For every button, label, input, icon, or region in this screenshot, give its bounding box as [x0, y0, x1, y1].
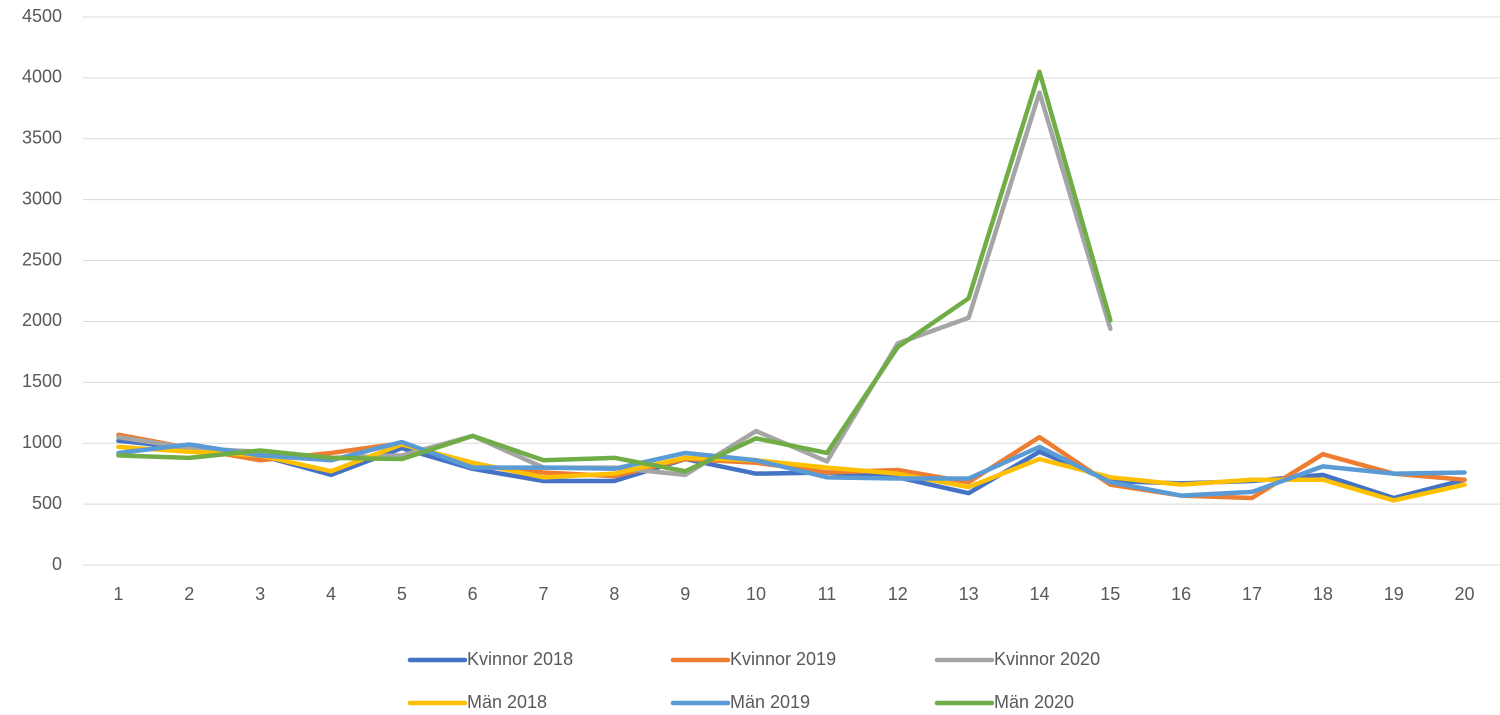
- legend-label: Kvinnor 2018: [467, 649, 573, 669]
- legend-label: Män 2020: [994, 692, 1074, 712]
- legend-label: Män 2019: [730, 692, 810, 712]
- y-tick-label: 1000: [22, 432, 62, 452]
- x-tick-label: 5: [397, 584, 407, 604]
- y-tick-label: 2000: [22, 310, 62, 330]
- x-tick-label: 7: [539, 584, 549, 604]
- legend-label: Kvinnor 2020: [994, 649, 1100, 669]
- x-tick-label: 6: [468, 584, 478, 604]
- y-tick-label: 4000: [22, 67, 62, 87]
- x-tick-label: 2: [184, 584, 194, 604]
- x-tick-label: 20: [1455, 584, 1475, 604]
- x-tick-label: 19: [1384, 584, 1404, 604]
- y-tick-label: 3500: [22, 128, 62, 148]
- y-tick-label: 3000: [22, 188, 62, 208]
- x-tick-label: 13: [959, 584, 979, 604]
- x-tick-label: 10: [746, 584, 766, 604]
- y-tick-label: 2500: [22, 249, 62, 269]
- series-line: [116, 90, 1113, 478]
- x-tick-label: 17: [1242, 584, 1262, 604]
- y-tick-label: 4500: [22, 6, 62, 26]
- x-tick-label: 3: [255, 584, 265, 604]
- y-tick-label: 1500: [22, 371, 62, 391]
- series-line: [116, 442, 1467, 503]
- series-line: [116, 69, 1113, 474]
- x-tick-label: 15: [1100, 584, 1120, 604]
- x-tick-label: 16: [1171, 584, 1191, 604]
- y-tick-label: 0: [52, 554, 62, 574]
- x-tick-label: 4: [326, 584, 336, 604]
- x-tick-label: 14: [1029, 584, 1049, 604]
- legend-label: Män 2018: [467, 692, 547, 712]
- x-tick-label: 8: [609, 584, 619, 604]
- legend-label: Kvinnor 2019: [730, 649, 836, 669]
- x-tick-label: 12: [888, 584, 908, 604]
- x-tick-label: 9: [680, 584, 690, 604]
- x-tick-label: 18: [1313, 584, 1333, 604]
- x-tick-label: 11: [818, 584, 837, 604]
- x-tick-label: 1: [113, 584, 123, 604]
- y-tick-label: 500: [32, 493, 62, 513]
